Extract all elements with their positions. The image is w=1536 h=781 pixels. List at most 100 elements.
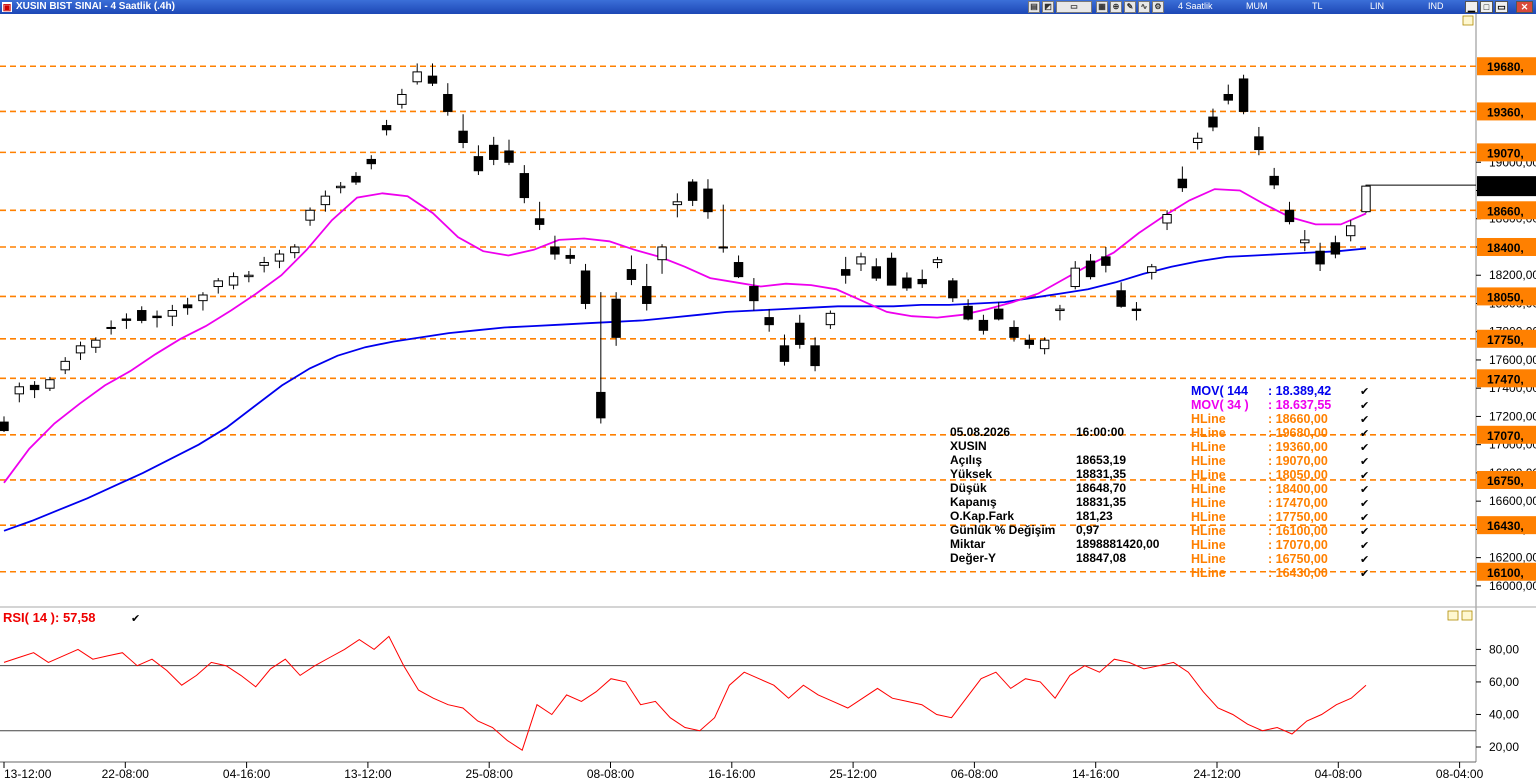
candle xyxy=(152,310,162,328)
legend-check-icon[interactable]: ✔ xyxy=(1360,442,1369,454)
zoom-icon[interactable]: ⊕ xyxy=(1110,1,1122,13)
candle xyxy=(1147,263,1157,280)
legend-check-icon[interactable]: ✔ xyxy=(1360,400,1369,412)
legend-check-icon[interactable]: ✔ xyxy=(1360,568,1369,580)
color-icon[interactable]: ◩ xyxy=(1042,1,1054,13)
minimize-icon[interactable]: ▁ xyxy=(1465,1,1478,13)
candle xyxy=(1208,108,1218,132)
candle xyxy=(642,263,652,311)
hline-price-label: 16430, xyxy=(1487,519,1524,533)
info-row-label: Düşük xyxy=(950,481,987,495)
legend-check-icon[interactable]: ✔ xyxy=(1360,512,1369,524)
candle-body xyxy=(1300,239,1310,244)
candle xyxy=(45,376,55,392)
indicator-mode-label[interactable]: IND xyxy=(1428,1,1444,11)
candle xyxy=(443,83,453,116)
pane-option-icon[interactable] xyxy=(1462,15,1474,26)
candle-body xyxy=(519,173,530,199)
rsi-tick-label: 20,00 xyxy=(1489,740,1519,754)
legend-check-icon[interactable]: ✔ xyxy=(1360,386,1369,398)
candle-body xyxy=(932,259,943,264)
scale-label[interactable]: LIN xyxy=(1370,1,1385,11)
legend-name: HLine xyxy=(1191,496,1226,510)
legend-name: HLine xyxy=(1191,412,1226,426)
settings-icon[interactable]: ⚙ xyxy=(1152,1,1164,13)
info-row-label: Kapanış xyxy=(950,495,997,509)
grid-icon[interactable]: ▦ xyxy=(1096,1,1108,13)
time-tick-label: 04-08:00 xyxy=(1315,767,1363,781)
legend-name: MOV( 144 xyxy=(1191,384,1248,398)
candle xyxy=(611,292,621,346)
candle xyxy=(856,252,866,271)
legend-check-icon[interactable]: ✔ xyxy=(1360,414,1369,426)
rsi-tick-label: 60,00 xyxy=(1489,675,1519,689)
candle-body xyxy=(902,277,912,289)
candle xyxy=(504,139,514,166)
legend-check-icon[interactable]: ✔ xyxy=(1360,498,1369,510)
maximize-icon[interactable]: □ xyxy=(1480,1,1493,13)
candle xyxy=(137,306,147,324)
legend-check-icon[interactable]: ✔ xyxy=(1360,456,1369,468)
candle-body xyxy=(1131,308,1142,312)
hline-label-bg xyxy=(1477,470,1536,489)
legend-check-icon[interactable]: ✔ xyxy=(1360,526,1369,538)
candle-body xyxy=(290,246,300,254)
candle xyxy=(121,313,132,329)
candle-type-label[interactable]: MUM xyxy=(1246,1,1268,11)
candle-body xyxy=(14,386,25,395)
currency-label[interactable]: TL xyxy=(1312,1,1323,11)
candle-body xyxy=(596,391,606,419)
indicator-icon[interactable]: ∿ xyxy=(1138,1,1150,13)
candle xyxy=(259,256,269,273)
hline-label-bg xyxy=(1477,369,1536,388)
hline-label-bg xyxy=(1477,425,1536,444)
info-row-value: 18847,08 xyxy=(1076,551,1126,565)
rsi-option-icon[interactable] xyxy=(1447,610,1459,621)
time-tick-label: 13-12:00 xyxy=(4,767,52,781)
legend-check-icon[interactable]: ✔ xyxy=(1360,470,1369,482)
hline-label-bg xyxy=(1477,102,1536,121)
info-row-label: Yüksek xyxy=(950,467,992,481)
period-label[interactable]: 4 Saatlik xyxy=(1178,1,1213,11)
candle-body xyxy=(1147,266,1157,273)
candle xyxy=(917,269,927,288)
legend-check-icon[interactable]: ✔ xyxy=(1360,428,1369,440)
legend-value: : 17470,00 xyxy=(1268,496,1328,510)
candle xyxy=(29,381,40,399)
candle xyxy=(397,88,407,109)
candle-body xyxy=(1162,214,1172,224)
draw-icon[interactable]: ✎ xyxy=(1124,1,1136,13)
candle-body xyxy=(703,188,713,213)
candle xyxy=(626,255,637,286)
candle xyxy=(305,207,315,226)
legend-name: HLine xyxy=(1191,454,1226,468)
candle-body xyxy=(1101,256,1111,266)
candle xyxy=(534,201,545,231)
candle xyxy=(886,252,897,286)
last-price-label: 18831, xyxy=(1487,180,1524,194)
legend-check-icon[interactable]: ✔ xyxy=(1360,484,1369,496)
candle xyxy=(749,278,759,311)
info-row-label: Açılış xyxy=(950,453,982,467)
candle-body xyxy=(75,345,86,354)
rsi-check-icon[interactable]: ✔ xyxy=(131,613,140,625)
candle-body xyxy=(657,246,667,261)
candle xyxy=(1070,261,1080,290)
rsi-tick-label: 80,00 xyxy=(1489,642,1519,656)
chart-type-icon[interactable]: ▤ xyxy=(1028,1,1040,13)
candle xyxy=(1039,337,1050,355)
restore-icon[interactable]: ▭ xyxy=(1495,1,1508,13)
candle xyxy=(106,320,116,335)
period-selector-icon[interactable]: ▭ xyxy=(1056,1,1092,13)
candle xyxy=(1131,302,1142,321)
close-icon[interactable]: ✕ xyxy=(1516,1,1533,13)
candle xyxy=(994,302,1004,321)
legend-check-icon[interactable]: ✔ xyxy=(1360,540,1369,552)
rsi-close-icon[interactable] xyxy=(1461,610,1473,621)
candle-body xyxy=(1345,225,1356,237)
candle-body xyxy=(1039,339,1050,350)
time-tick-label: 08-04:00 xyxy=(1436,767,1484,781)
candle-body xyxy=(60,360,70,371)
legend-check-icon[interactable]: ✔ xyxy=(1360,554,1369,566)
